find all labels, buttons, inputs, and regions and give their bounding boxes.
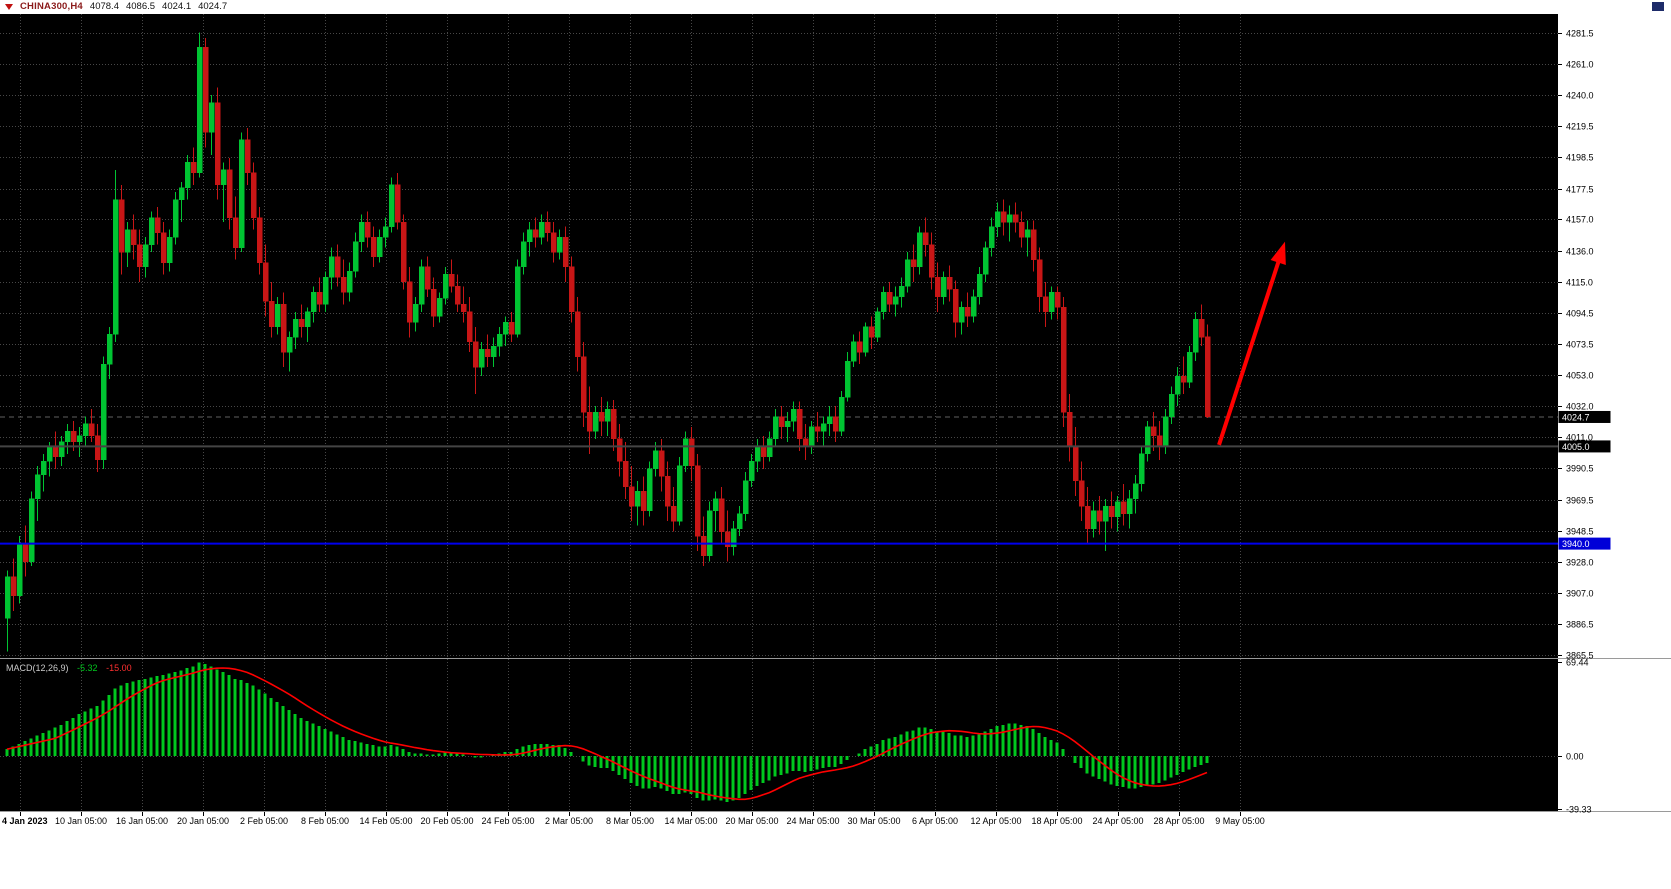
svg-text:4005.0: 4005.0 (1562, 442, 1590, 452)
high-value: 4086.5 (125, 1, 156, 12)
macd-main-value: -5.32 (77, 663, 98, 673)
svg-text:20 Mar 05:00: 20 Mar 05:00 (725, 816, 778, 826)
svg-text:2 Feb 05:00: 2 Feb 05:00 (240, 816, 288, 826)
low-value: 4024.1 (162, 1, 192, 12)
svg-text:4 Jan 2023: 4 Jan 2023 (2, 816, 48, 826)
svg-text:14 Mar 05:00: 14 Mar 05:00 (664, 816, 717, 826)
svg-text:3865.5: 3865.5 (1566, 651, 1594, 661)
price-axis-scale[interactable]: 4281.5 4261.0 4240.0 4219.5 4198.5 4177.5 4157… (1558, 29, 1594, 815)
time-axis-scale[interactable]: 4 Jan 2023 10 Jan 05:00 16 Jan 05:00 20 Jan… (2, 812, 1265, 826)
open-value: 4078.4 (89, 1, 119, 12)
svg-text:16 Jan 05:00: 16 Jan 05:00 (116, 816, 168, 826)
svg-text:24 Mar 05:00: 24 Mar 05:00 (786, 816, 839, 826)
svg-text:3969.5: 3969.5 (1566, 496, 1594, 506)
svg-text:9 May 05:00: 9 May 05:00 (1215, 816, 1265, 826)
svg-text:3928.0: 3928.0 (1566, 558, 1594, 568)
svg-text:18 Apr 05:00: 18 Apr 05:00 (1031, 816, 1082, 826)
svg-text:0.00: 0.00 (1566, 752, 1584, 762)
svg-text:8 Feb 05:00: 8 Feb 05:00 (301, 816, 349, 826)
svg-text:4177.5: 4177.5 (1566, 185, 1594, 195)
svg-text:20 Feb 05:00: 20 Feb 05:00 (420, 816, 473, 826)
svg-text:3886.5: 3886.5 (1566, 620, 1594, 630)
svg-text:3948.5: 3948.5 (1566, 527, 1594, 537)
symbol-period-label: CHINA300,H4 (20, 1, 83, 12)
macd-histogram (5, 662, 1209, 803)
svg-text:20 Jan 05:00: 20 Jan 05:00 (177, 816, 229, 826)
svg-text:4115.0: 4115.0 (1566, 278, 1593, 288)
svg-text:8 Mar 05:00: 8 Mar 05:00 (606, 816, 654, 826)
blue-line-badge: 3940.0 (1558, 537, 1611, 550)
svg-text:12 Apr 05:00: 12 Apr 05:00 (970, 816, 1021, 826)
svg-text:30 Mar 05:00: 30 Mar 05:00 (847, 816, 900, 826)
svg-text:-39.33: -39.33 (1566, 805, 1592, 815)
svg-text:4073.5: 4073.5 (1566, 340, 1594, 350)
svg-text:4136.0: 4136.0 (1566, 247, 1594, 257)
svg-text:4219.5: 4219.5 (1566, 122, 1594, 132)
macd-signal-line (6, 667, 1208, 801)
chart-canvas[interactable]: 4281.5 4261.0 4240.0 4219.5 4198.5 4177.5 4157… (0, 14, 1671, 889)
svg-text:4198.5: 4198.5 (1566, 153, 1594, 163)
price-badges: 4024.7 4005.0 3940.0 (1558, 410, 1611, 550)
chart-header: CHINA300,H4 4078.4 4086.5 4024.1 4024.7 (0, 0, 1671, 14)
svg-text:6 Apr 05:00: 6 Apr 05:00 (912, 816, 958, 826)
svg-text:4261.0: 4261.0 (1566, 60, 1594, 70)
macd-signal-value: -15.00 (106, 663, 132, 673)
last-price-badge: 4024.7 (1558, 410, 1611, 423)
macd-name: MACD(12,26,9) (6, 663, 69, 673)
svg-text:4053.0: 4053.0 (1566, 371, 1594, 381)
svg-text:4032.0: 4032.0 (1566, 402, 1594, 412)
close-value: 4024.7 (198, 1, 228, 12)
svg-text:14 Feb 05:00: 14 Feb 05:00 (359, 816, 412, 826)
trend-arrow[interactable] (1217, 241, 1286, 446)
svg-text:3990.5: 3990.5 (1566, 464, 1594, 474)
svg-text:3940.0: 3940.0 (1562, 539, 1590, 549)
svg-text:28 Apr 05:00: 28 Apr 05:00 (1153, 816, 1204, 826)
titlebar-widget (1652, 2, 1664, 11)
svg-text:4024.7: 4024.7 (1562, 412, 1590, 422)
candles-layer (4, 32, 1211, 652)
svg-text:4240.0: 4240.0 (1566, 91, 1594, 101)
chart-area: 4281.5 4261.0 4240.0 4219.5 4198.5 4177.5 4157… (0, 14, 1671, 889)
svg-text:4094.5: 4094.5 (1566, 309, 1594, 319)
svg-text:3907.0: 3907.0 (1566, 589, 1594, 599)
macd-indicator-label: MACD(12,26,9) -5.32 -15.00 (6, 663, 132, 673)
svg-text:2 Mar 05:00: 2 Mar 05:00 (545, 816, 593, 826)
grid-layer (0, 14, 1558, 812)
svg-text:24 Apr 05:00: 24 Apr 05:00 (1092, 816, 1143, 826)
svg-text:69.44: 69.44 (1566, 658, 1589, 668)
svg-text:4157.0: 4157.0 (1566, 215, 1594, 225)
svg-text:24 Feb 05:00: 24 Feb 05:00 (481, 816, 534, 826)
panel-separators (0, 658, 1671, 812)
black-line-badge: 4005.0 (1558, 440, 1611, 453)
svg-text:4281.5: 4281.5 (1566, 29, 1594, 39)
symbol-down-triangle-icon (5, 4, 13, 10)
svg-text:10 Jan 05:00: 10 Jan 05:00 (55, 816, 107, 826)
svg-text:4011.0: 4011.0 (1566, 433, 1593, 443)
